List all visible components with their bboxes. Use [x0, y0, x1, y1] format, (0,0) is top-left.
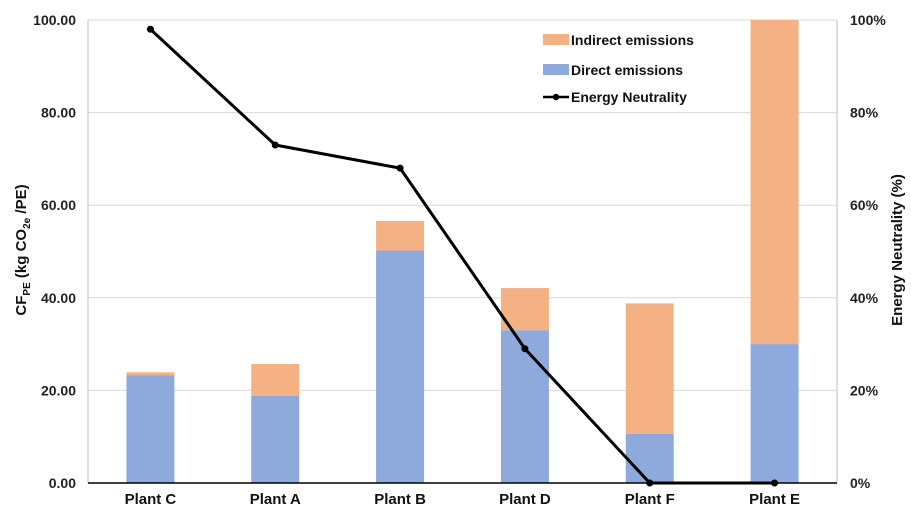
- category-label: Plant C: [125, 491, 177, 508]
- bar-indirect: [750, 20, 799, 345]
- bar-indirect: [625, 303, 674, 434]
- energy-neutrality-point: [271, 141, 279, 149]
- left-tick-label: 20.00: [41, 382, 76, 398]
- bar-direct: [126, 375, 175, 483]
- bar-direct: [750, 344, 799, 483]
- legend-swatch-indirect: [543, 34, 569, 45]
- bar-indirect: [251, 364, 300, 396]
- category-label: Plant F: [625, 491, 675, 508]
- category-label: Plant B: [374, 491, 426, 508]
- energy-neutrality-point: [396, 164, 404, 172]
- bar-indirect: [376, 220, 425, 251]
- bar-direct: [500, 330, 549, 483]
- legend-swatch-direct: [543, 64, 569, 75]
- legend-label-direct: Direct emissions: [571, 62, 683, 78]
- right-axis-title: Energy Neutrality (%): [889, 174, 906, 326]
- right-tick-label: 60%: [850, 197, 879, 213]
- left-tick-label: 100.00: [33, 12, 76, 28]
- left-axis-ticks: 0.00 20.00 40.00 60.00 80.00 100.00: [33, 12, 76, 491]
- bar-direct: [251, 395, 300, 483]
- legend-label-energy: Energy Neutrality: [571, 89, 687, 105]
- energy-neutrality-point: [146, 25, 154, 33]
- energy-neutrality-point: [521, 345, 529, 353]
- left-tick-label: 0.00: [49, 475, 76, 491]
- left-tick-label: 40.00: [41, 290, 76, 306]
- axes: [87, 20, 838, 484]
- right-tick-label: 100%: [850, 12, 886, 28]
- legend-label-indirect: Indirect emissions: [571, 32, 694, 48]
- right-tick-label: 80%: [850, 105, 879, 121]
- category-label: Plant E: [749, 491, 800, 508]
- category-label: Plant A: [250, 491, 301, 508]
- category-labels: Plant C Plant A Plant B Plant D Plant F Plant…: [125, 491, 800, 508]
- right-axis-ticks: 0% 20% 40% 60% 80% 100%: [850, 12, 886, 491]
- bar-indirect: [126, 372, 175, 376]
- bars: [126, 20, 799, 483]
- right-tick-label: 0%: [850, 475, 871, 491]
- right-tick-label: 20%: [850, 382, 879, 398]
- left-tick-label: 60.00: [41, 197, 76, 213]
- gridlines: [88, 19, 837, 391]
- legend-swatch-marker: [552, 93, 560, 101]
- category-label: Plant D: [499, 491, 551, 508]
- bar-direct: [376, 250, 425, 483]
- left-axis-title: CFPE (kg CO2e /PE): [13, 184, 33, 315]
- right-tick-label: 40%: [850, 290, 879, 306]
- bar-direct: [625, 433, 674, 483]
- left-tick-label: 80.00: [41, 105, 76, 121]
- legend: Indirect emissions Direct emissions Ener…: [543, 32, 694, 105]
